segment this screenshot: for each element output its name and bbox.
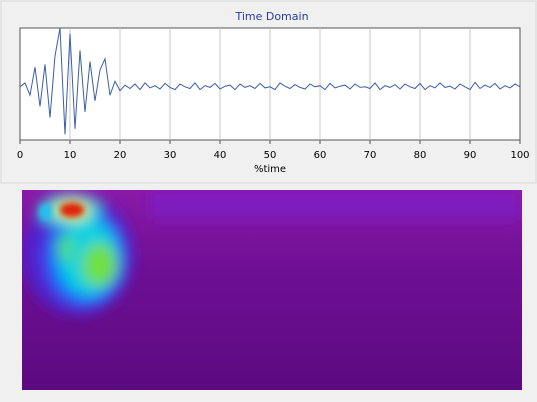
scalogram	[22, 190, 522, 390]
x-tick-label: 60	[314, 150, 327, 161]
x-tick-label: 10	[64, 150, 77, 161]
x-tick-label: 30	[164, 150, 177, 161]
chart-title: Time Domain	[234, 10, 308, 23]
plot: 0 10 20 30 40 50 60 70 80 90 100	[17, 27, 530, 161]
signal-line	[19, 27, 521, 135]
x-tick-label: 20	[114, 150, 127, 161]
x-axis-label: %time	[254, 164, 286, 175]
x-tick-label: 0	[17, 150, 23, 161]
x-tick-label: 50	[264, 150, 277, 161]
x-tick-label: 100	[510, 150, 529, 161]
x-tick-label: 80	[414, 150, 427, 161]
x-tick-label: 40	[214, 150, 227, 161]
x-tick-label: 70	[364, 150, 377, 161]
x-tick-label: 90	[464, 150, 477, 161]
